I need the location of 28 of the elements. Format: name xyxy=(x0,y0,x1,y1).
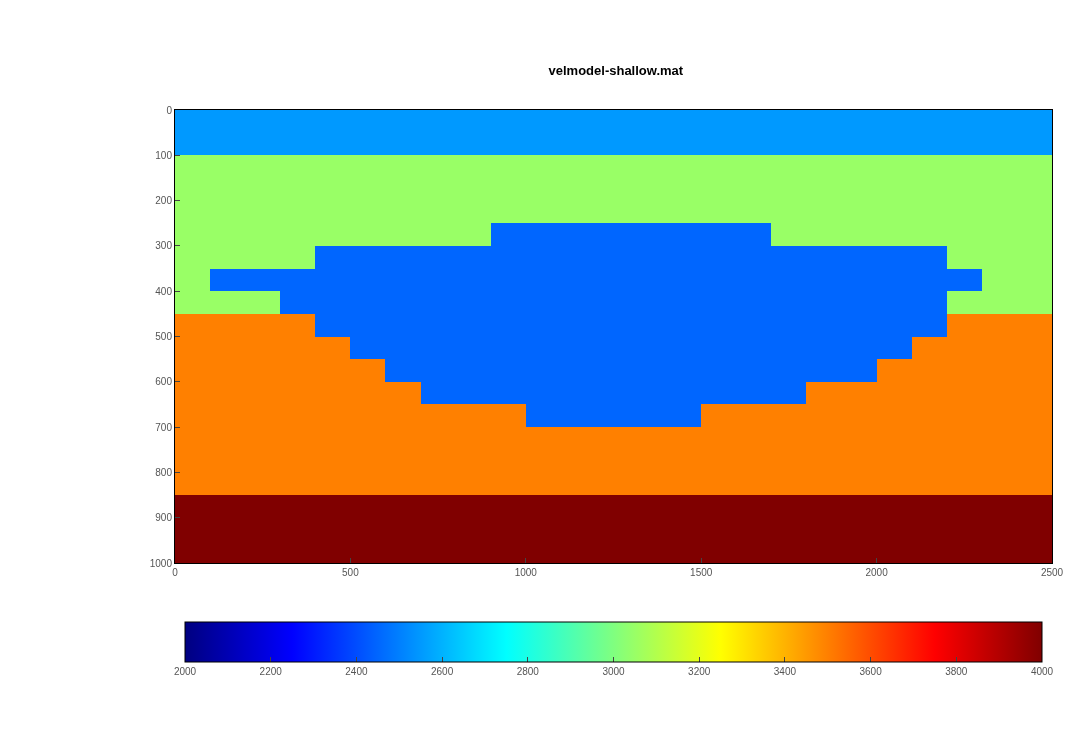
color-bar-label: 3400 xyxy=(773,666,797,677)
color-bar-label: 3800 xyxy=(945,666,968,677)
y-tick-label: 200 xyxy=(155,195,173,207)
color-bar-label: 3000 xyxy=(602,666,626,677)
color-bar-label: 2600 xyxy=(430,666,454,677)
x-tick-label: 1500 xyxy=(690,567,713,578)
color-bar-label: 2400 xyxy=(345,666,368,677)
chart-title: velmodel-shallow.mat xyxy=(548,62,684,78)
color-bar-label: 2800 xyxy=(516,666,540,677)
y-tick-label: 500 xyxy=(155,331,173,342)
y-tick-label: 800 xyxy=(155,466,173,478)
color-bar-label: 2200 xyxy=(259,666,283,677)
y-tick-label: 300 xyxy=(155,240,173,252)
x-tick-label: 2000 xyxy=(865,567,889,578)
y-tick-label: 1000 xyxy=(149,557,173,569)
color-bar-label: 3600 xyxy=(859,666,883,677)
y-tick-label: 100 xyxy=(155,149,173,161)
color-bar-label: 2000 xyxy=(173,666,197,677)
y-tick-label: 600 xyxy=(155,376,173,388)
color-bar-label: 3200 xyxy=(688,666,711,677)
y-tick-label: 900 xyxy=(155,512,173,524)
color-bar-label: 4000 xyxy=(1030,666,1054,677)
x-tick-label: 2500 xyxy=(1040,567,1064,578)
y-tick-label: 700 xyxy=(155,421,173,433)
x-tick-label: 1000 xyxy=(514,567,538,578)
x-tick-label: 500 xyxy=(342,567,360,578)
y-tick-label: 400 xyxy=(155,285,173,297)
y-tick-label: 0 xyxy=(166,104,173,116)
